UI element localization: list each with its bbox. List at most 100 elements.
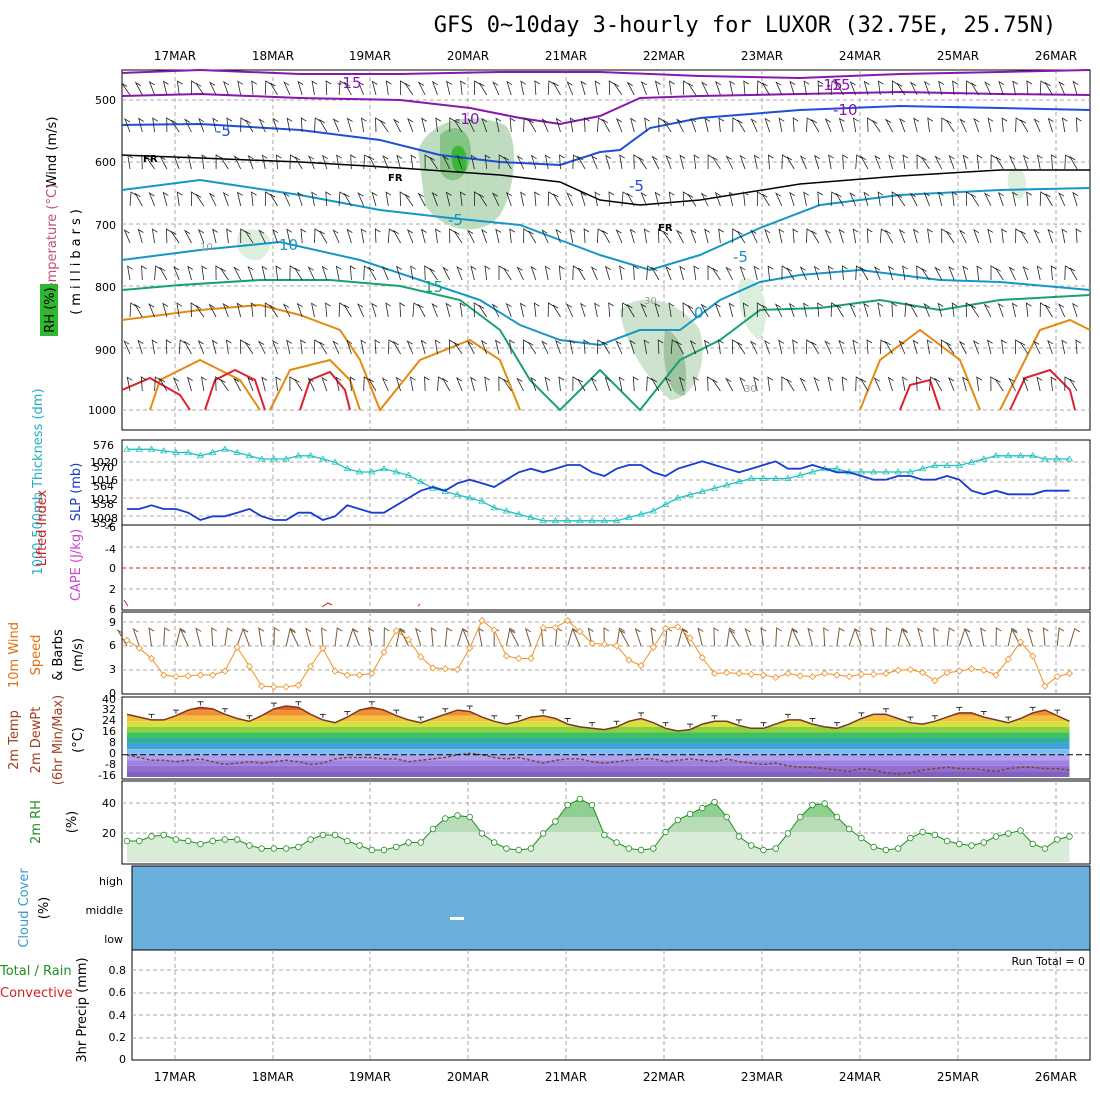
wind-barb	[1012, 191, 1018, 207]
wind-barb	[1036, 376, 1043, 392]
wind-barb	[638, 157, 647, 170]
minmax-bar	[833, 722, 840, 727]
wind-barb	[970, 82, 980, 96]
thickness-point	[514, 510, 523, 517]
wind-barb	[325, 191, 332, 207]
wind-barb	[761, 193, 770, 207]
thickness-point	[674, 494, 682, 501]
wind-barb	[626, 192, 635, 207]
wind-barb	[601, 118, 611, 133]
wind-barb	[789, 191, 796, 207]
wind-barb	[827, 376, 834, 392]
wind-barb	[884, 118, 893, 133]
wind-barb	[186, 376, 193, 392]
wind-barb	[264, 302, 271, 317]
thickness-point	[1053, 455, 1061, 462]
wind-barb	[286, 117, 293, 133]
thickness-point	[417, 477, 425, 485]
wind-barb	[272, 117, 279, 133]
wind-barb	[126, 376, 133, 392]
wind-speed-point	[882, 669, 890, 678]
wind-barb	[615, 340, 623, 355]
thickness-point	[857, 468, 866, 475]
contour-label: -5	[448, 211, 463, 229]
wind-barb	[530, 154, 537, 170]
contour-label: -10	[455, 110, 480, 128]
wind-barb	[970, 193, 980, 207]
wind-barb	[162, 191, 169, 207]
minmax-bar	[858, 712, 865, 717]
wind-barb	[374, 339, 381, 355]
wind-barb	[240, 339, 246, 355]
contour-line	[121, 303, 521, 412]
wind-barb	[855, 154, 862, 170]
rh-point	[136, 837, 143, 845]
rh-point	[307, 836, 314, 843]
wind-barb	[811, 341, 820, 355]
tick-label: 1000	[88, 404, 116, 417]
wind-barb	[190, 302, 197, 318]
wind-barb	[697, 627, 704, 647]
thickness-point	[931, 461, 939, 468]
wind-barb	[305, 627, 312, 647]
wind-barb	[803, 191, 810, 207]
wind-barb	[466, 340, 475, 355]
wind-barb	[399, 191, 406, 207]
wind-barb	[867, 117, 873, 133]
wind-barb	[357, 192, 365, 207]
rh-point	[466, 813, 473, 821]
wind-barb	[547, 302, 554, 318]
wind-barb	[803, 302, 809, 318]
wind-barb	[941, 228, 947, 244]
wind-speed-point	[147, 654, 156, 663]
wind-barb	[926, 339, 933, 355]
wind-speed-point	[539, 624, 547, 632]
contour-label: -5	[216, 122, 231, 140]
minmax-bar	[589, 722, 596, 727]
wind-barb	[261, 376, 268, 392]
wind-speed-point	[294, 681, 302, 689]
wind-barb	[682, 302, 689, 318]
wind-barb	[233, 377, 242, 392]
wind-barb	[491, 192, 500, 207]
wind-barb	[690, 117, 697, 133]
wind-barb	[1044, 304, 1053, 318]
thickness-point	[747, 474, 755, 481]
wind-barb	[854, 627, 862, 647]
wind-barb	[873, 377, 881, 392]
rh-point	[931, 831, 939, 839]
wind-barb	[786, 378, 795, 392]
wind-barb	[224, 627, 233, 647]
wind-barb	[712, 379, 721, 392]
date-top: 19MAR	[349, 49, 391, 63]
wind-barb	[824, 229, 832, 244]
wind-barb	[948, 377, 955, 392]
wind-barb	[577, 267, 586, 281]
rh-point	[760, 846, 767, 854]
wind-barb	[1012, 80, 1019, 96]
rh-point	[845, 825, 853, 833]
wind-barb	[995, 156, 1004, 170]
thickness-point	[355, 468, 364, 475]
wind-barb	[336, 154, 342, 170]
wind-barb	[272, 228, 279, 244]
wind-barb	[762, 82, 770, 96]
date-bottom: 19MAR	[349, 1070, 391, 1084]
wind-barb	[1036, 265, 1043, 281]
thickness-slp-panel: 576 570 564 558 552 1020 1016 1012 1008 …	[31, 388, 1091, 576]
rh-point	[809, 801, 816, 809]
wind-barb	[435, 117, 442, 133]
wind-barb	[158, 377, 168, 392]
wind-barb	[590, 266, 598, 281]
wind-barb	[630, 117, 636, 133]
rh-point	[772, 845, 779, 852]
wind-barb	[792, 228, 799, 244]
wind-barb	[552, 193, 561, 207]
lifted-index-marks	[123, 599, 421, 608]
tick-label: 32	[102, 703, 116, 716]
wind-barb	[594, 80, 601, 96]
date-bottom: 17MAR	[154, 1070, 196, 1084]
wind-barb	[601, 229, 611, 244]
wind-barb	[410, 154, 417, 170]
wind-speed-point	[331, 667, 339, 675]
